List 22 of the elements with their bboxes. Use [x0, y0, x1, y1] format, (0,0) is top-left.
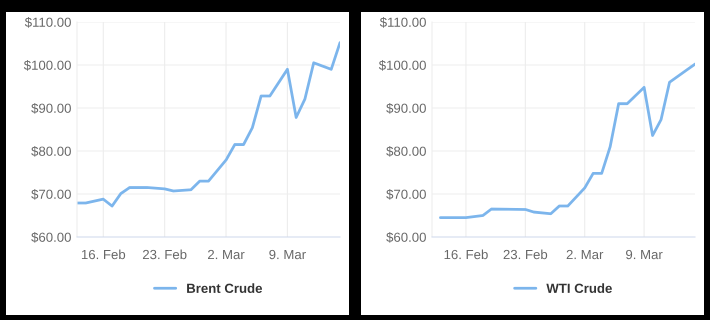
x-tick-label: 23. Feb [504, 250, 548, 260]
y-tick-label: $110.00 [24, 17, 71, 28]
y-tick-label: $70.00 [31, 189, 71, 200]
x-tick-label: 2. Mar [208, 250, 245, 260]
x-tick-label: 16. Feb [82, 250, 126, 260]
y-tick-label: $100.00 [378, 60, 426, 71]
y-tick-label: $100.00 [24, 60, 71, 71]
x-tick-label: 9. Mar [269, 250, 306, 260]
x-tick-label: 2. Mar [566, 250, 604, 260]
y-tick-label: $60.00 [31, 232, 71, 243]
y-tick-label: $90.00 [386, 103, 426, 114]
y-tick-label: $70.00 [386, 189, 426, 200]
x-tick-label: 16. Feb [444, 250, 488, 260]
y-tick-label: $80.00 [386, 146, 426, 157]
y-tick-label: $110.00 [380, 17, 426, 28]
x-tick-label: 23. Feb [142, 250, 186, 260]
legend-label: WTI Crude [546, 283, 612, 293]
x-tick-label: 9. Mar [626, 250, 663, 260]
legend-label: Brent Crude [187, 283, 262, 293]
y-tick-label: $80.00 [31, 146, 71, 157]
y-tick-label: $90.00 [31, 103, 71, 114]
y-tick-label: $60.00 [386, 232, 426, 243]
